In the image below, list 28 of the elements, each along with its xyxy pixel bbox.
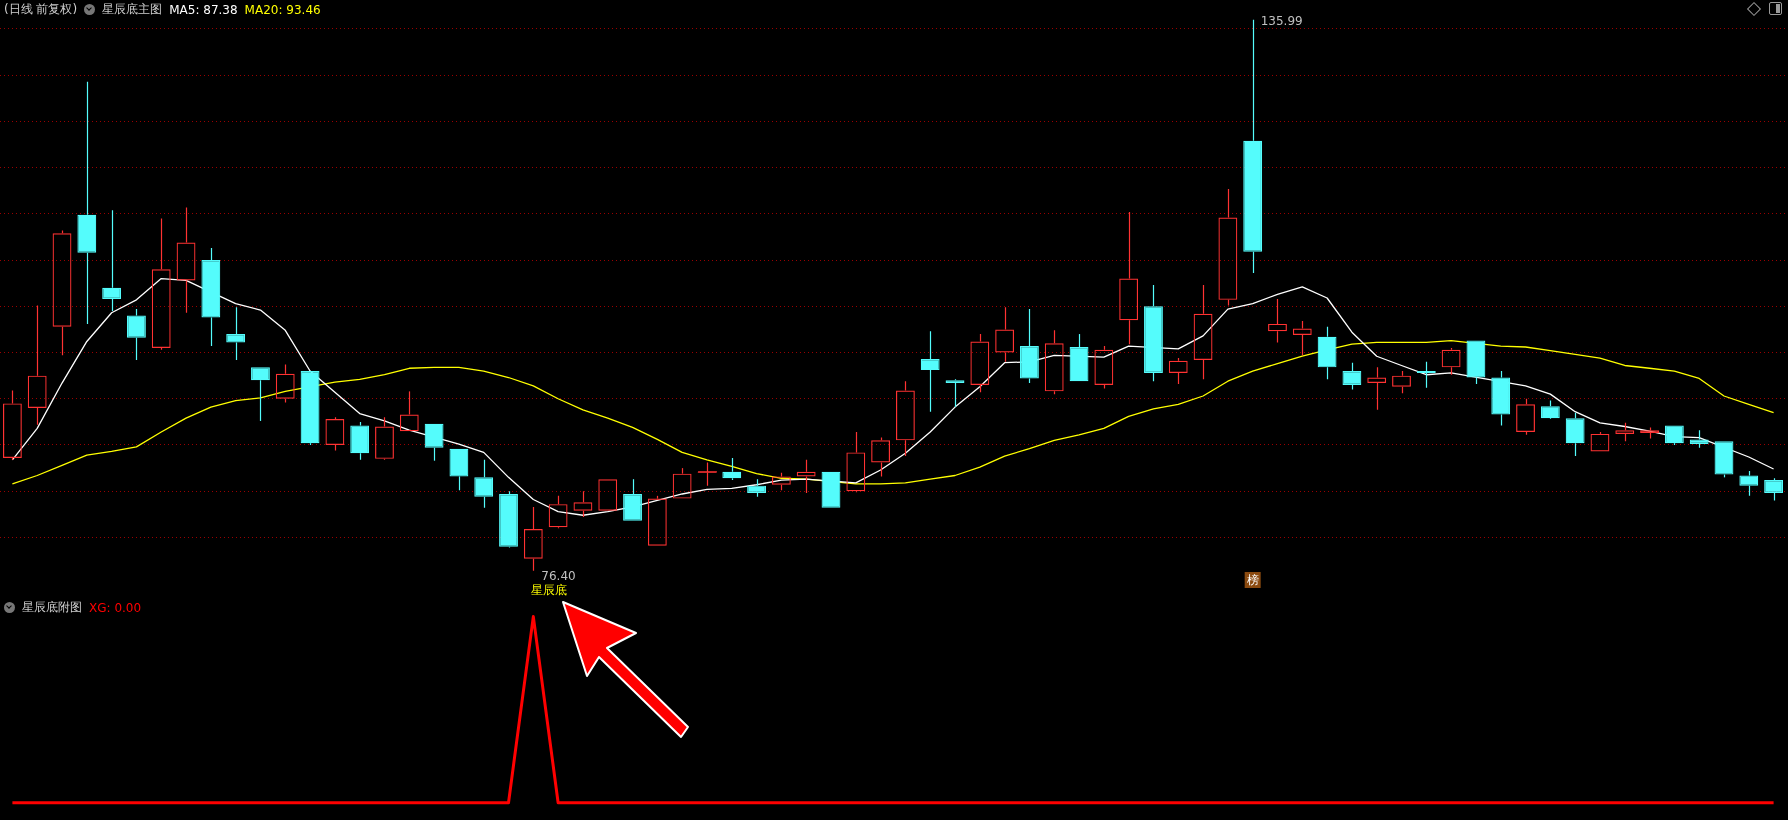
candlestick — [1243, 19, 1263, 274]
candlestick — [1020, 308, 1039, 384]
candlestick — [350, 421, 370, 461]
candlestick — [945, 380, 965, 408]
candlestick — [1416, 361, 1436, 389]
candlestick — [747, 478, 766, 498]
candlestick — [1491, 370, 1511, 427]
candlestick — [1565, 412, 1585, 457]
candlestick — [300, 371, 320, 446]
text: MA5: 87.38 — [169, 2, 238, 17]
candlestick — [201, 247, 221, 347]
text: 星辰底 — [531, 582, 568, 597]
chart-subtitle: 星辰底主图 — [102, 1, 163, 18]
chart-title: (日线 前复权) — [4, 1, 78, 18]
candlestick — [226, 306, 246, 361]
annotation: 76.40 — [541, 568, 576, 583]
chart-title: 星辰底附图 — [22, 599, 82, 616]
annotation: 135.99 — [1260, 13, 1303, 28]
text: XG: 0.00 — [89, 600, 142, 615]
candlestick — [1144, 284, 1163, 382]
candlestick — [127, 308, 146, 361]
text: 榜 — [1246, 573, 1259, 588]
candlestick — [77, 81, 97, 325]
candlestick — [102, 209, 122, 312]
candlestick — [920, 330, 940, 413]
candlestick — [499, 490, 518, 547]
text: MA20: 93.46 — [244, 2, 321, 17]
candlestick — [1317, 326, 1337, 380]
